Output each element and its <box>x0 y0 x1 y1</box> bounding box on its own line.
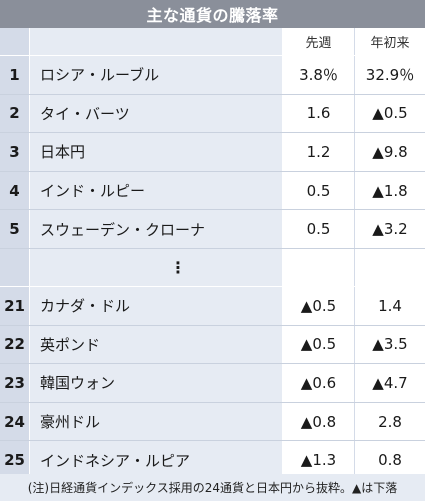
week-change: ▲0.6 <box>283 364 355 402</box>
week-change: 1.2 <box>283 133 355 171</box>
ytd-change: ▲1.8 <box>355 171 425 210</box>
rank: 5 <box>0 210 30 248</box>
table-row: 4 インド・ルピー 0.5 ▲1.8 <box>0 171 425 211</box>
currency-name: タイ・バーツ <box>30 94 283 133</box>
week-change: 0.5 <box>283 210 355 248</box>
currency-name: ロシア・ルーブル <box>30 56 283 94</box>
table-title: 主な通貨の騰落率 <box>0 0 425 28</box>
ellipsis-row: ⋮ <box>0 248 425 287</box>
table-header: 先週 年初来 <box>0 28 425 56</box>
week-change: ▲0.5 <box>283 325 355 364</box>
week-change: ▲1.3 <box>283 441 355 479</box>
rank: 21 <box>0 286 30 325</box>
header-rank-cell <box>0 28 30 55</box>
currency-name: スウェーデン・クローナ <box>30 210 283 248</box>
week-change: 3.8％ <box>283 56 355 94</box>
currency-name: インド・ルピー <box>30 171 283 210</box>
rank: 1 <box>0 56 30 94</box>
ytd-change: ▲9.8 <box>355 133 425 171</box>
currency-name: 豪州ドル <box>30 402 283 441</box>
rank: 25 <box>0 441 30 479</box>
ellipsis-week-cell <box>283 248 355 286</box>
rank: 2 <box>0 94 30 133</box>
header-ytd: 年初来 <box>355 28 425 55</box>
ytd-change: 2.8 <box>355 402 425 441</box>
footnote: (注)日経通貨インデックス採用の24通貨と日本円から抜粋。▲は下落 <box>0 474 425 501</box>
rank: 3 <box>0 133 30 171</box>
ellipsis-mark: ⋮ <box>30 248 283 286</box>
currency-table: 先週 年初来 1 ロシア・ルーブル 3.8％ 32.9％ 2 タイ・バーツ 1.… <box>0 28 425 480</box>
week-change: ▲0.5 <box>283 286 355 325</box>
rank: 24 <box>0 402 30 441</box>
table-row: 21 カナダ・ドル ▲0.5 1.4 <box>0 286 425 326</box>
table-row: 5 スウェーデン・クローナ 0.5 ▲3.2 <box>0 210 425 249</box>
table-row: 2 タイ・バーツ 1.6 ▲0.5 <box>0 94 425 134</box>
table-row: 22 英ポンド ▲0.5 ▲3.5 <box>0 325 425 365</box>
week-change: 0.5 <box>283 171 355 210</box>
table-row: 25 インドネシア・ルピア ▲1.3 0.8 <box>0 441 425 480</box>
ellipsis-rank-cell <box>0 248 30 286</box>
table-row: 3 日本円 1.2 ▲9.8 <box>0 133 425 172</box>
table-row: 1 ロシア・ルーブル 3.8％ 32.9％ <box>0 56 425 95</box>
table-row: 23 韓国ウォン ▲0.6 ▲4.7 <box>0 364 425 403</box>
currency-name: 韓国ウォン <box>30 364 283 402</box>
ytd-change: 1.4 <box>355 286 425 325</box>
currency-name: 英ポンド <box>30 325 283 364</box>
currency-name: インドネシア・ルピア <box>30 441 283 479</box>
week-change: 1.6 <box>283 94 355 133</box>
ytd-change: ▲3.5 <box>355 325 425 364</box>
header-name-cell <box>30 28 283 55</box>
ytd-change: ▲4.7 <box>355 364 425 402</box>
rank: 4 <box>0 171 30 210</box>
header-week: 先週 <box>283 28 355 55</box>
currency-name: カナダ・ドル <box>30 286 283 325</box>
week-change: ▲0.8 <box>283 402 355 441</box>
ytd-change: ▲0.5 <box>355 94 425 133</box>
ytd-change: ▲3.2 <box>355 210 425 248</box>
table-row: 24 豪州ドル ▲0.8 2.8 <box>0 402 425 442</box>
currency-name: 日本円 <box>30 133 283 171</box>
ytd-change: 0.8 <box>355 441 425 479</box>
rank: 23 <box>0 364 30 402</box>
ellipsis-ytd-cell <box>355 248 425 286</box>
rank: 22 <box>0 325 30 364</box>
ytd-change: 32.9％ <box>355 56 425 94</box>
